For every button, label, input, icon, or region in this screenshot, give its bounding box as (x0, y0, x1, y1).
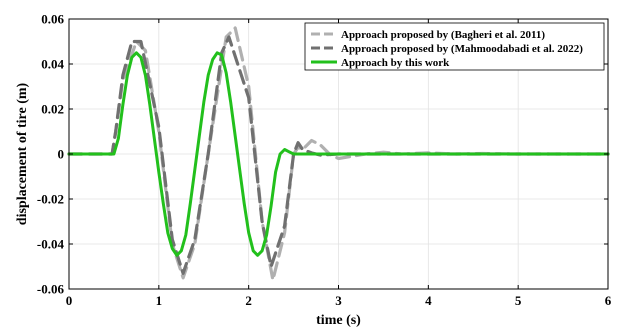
y-axis-label: displacement of tire (m) (15, 82, 30, 225)
y-tick-label: 0 (58, 147, 65, 162)
y-tick-label: -0.06 (37, 282, 65, 297)
legend-label: Approach proposed by (Bagheri et al. 201… (341, 29, 545, 41)
series-lines (67, 26, 610, 282)
series-line-3 (67, 51, 610, 257)
x-axis-label: time (s) (316, 313, 361, 328)
y-tick-label: 0.02 (41, 102, 64, 117)
y-tick-label: 0.06 (41, 12, 64, 27)
x-tick-label: 2 (245, 293, 252, 308)
x-tick-label: 3 (335, 293, 342, 308)
x-tick-label: 1 (156, 293, 163, 308)
x-tick-label: 0 (66, 293, 73, 308)
legend-label: Approach proposed by (Mahmoodabadi et al… (341, 43, 583, 55)
y-tick-label: -0.02 (37, 192, 64, 207)
legend-label: Approach by this work (341, 57, 450, 69)
x-tick-label: 6 (605, 293, 612, 308)
y-tick-label: 0.04 (41, 57, 64, 72)
ticks: 0 1 2 3 4 5 6 -0.06 -0.04 -0.02 0 0.02 0.04 0.06 (37, 12, 612, 309)
legend-box (304, 22, 605, 71)
x-tick-label: 4 (425, 293, 432, 308)
y-tick-label: -0.04 (37, 237, 65, 252)
x-tick-label: 5 (515, 293, 522, 308)
legend: Approach proposed by (Bagheri et al. 201… (304, 22, 605, 71)
